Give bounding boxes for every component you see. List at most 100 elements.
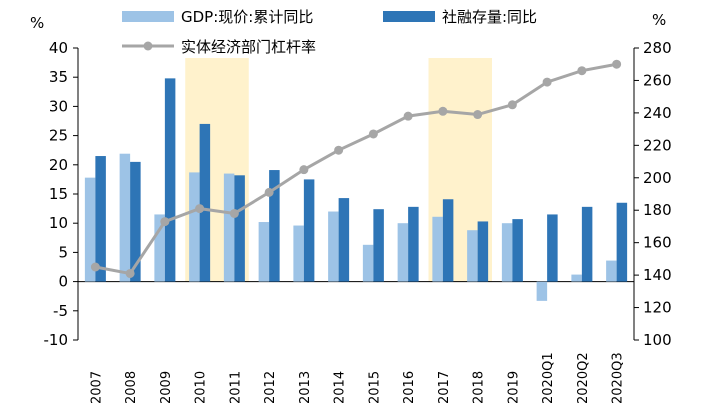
leverage-point-2013: [299, 165, 309, 175]
bar-gdp-2017: [432, 216, 443, 282]
category-label-2013: 2013: [298, 371, 313, 404]
left-tick-label: 35: [49, 68, 68, 86]
left-tick-label: -5: [53, 302, 68, 320]
leverage-point-2008: [125, 268, 135, 278]
bar-social-financing-2020Q2: [581, 206, 593, 282]
leverage-point-2014: [334, 145, 344, 155]
leverage-point-2020Q1: [542, 77, 552, 87]
left-tick-label: 25: [49, 127, 68, 145]
category-label-2014: 2014: [333, 371, 348, 404]
category-label-2019: 2019: [506, 371, 521, 404]
category-label-2020Q3: 2020Q3: [611, 352, 626, 404]
leverage-point-2015: [368, 129, 378, 139]
leverage-point-2009: [160, 217, 170, 227]
leverage-point-2020Q2: [577, 66, 587, 76]
leverage-point-2010: [195, 204, 205, 214]
category-label-2011: 2011: [228, 371, 243, 404]
leverage-point-2017: [438, 106, 448, 116]
category-label-2010: 2010: [194, 371, 209, 404]
bar-social-financing-2020Q1: [547, 214, 558, 282]
right-tick-label: 120: [643, 299, 672, 317]
bar-social-financing-2019: [512, 219, 523, 282]
leverage-line: [90, 59, 622, 278]
category-labels: 2007 2008 2009 2010 2011 2012 2013 2014 2015 2016…: [89, 352, 625, 404]
bar-social-financing-2011: [234, 175, 245, 282]
legend-swatch-gdp: [122, 11, 174, 22]
left-tick-label: 20: [49, 156, 68, 174]
category-label-2007: 2007: [89, 371, 104, 404]
legend-label-leverage: 实体经济部门杠杆率: [181, 38, 316, 56]
bar-social-financing-2007: [95, 156, 106, 282]
category-label-2020Q2: 2020Q2: [576, 352, 591, 404]
bar-gdp-2008: [119, 153, 131, 282]
left-tick-label: 15: [49, 185, 68, 203]
bar-social-financing-2014: [338, 198, 350, 282]
bar-social-financing-2015: [373, 209, 384, 282]
bar-gdp-2011: [223, 173, 235, 282]
left-tick-label: 40: [49, 39, 68, 57]
bar-gdp-2015: [362, 244, 374, 282]
right-axis-unit: %: [652, 11, 666, 29]
right-tick-label: 180: [643, 201, 672, 219]
bar-gdp-2018: [467, 230, 478, 282]
bar-social-financing-2020Q3: [616, 202, 628, 282]
category-label-2015: 2015: [367, 371, 382, 404]
bar-gdp-2007: [84, 177, 96, 282]
right-tick-label: 240: [643, 104, 672, 122]
category-label-2016: 2016: [402, 371, 417, 404]
left-tick-label: 30: [49, 97, 68, 115]
category-label-2020Q1: 2020Q1: [541, 352, 556, 404]
bar-gdp-2020Q2: [571, 274, 582, 282]
leverage-point-2020Q3: [612, 59, 622, 69]
bar-social-financing-2012: [269, 170, 280, 282]
right-tick-label: 160: [643, 234, 672, 252]
bar-gdp-2013: [293, 225, 304, 282]
category-label-2008: 2008: [124, 371, 139, 404]
bars: [84, 78, 628, 301]
left-tick-label: 0: [58, 273, 68, 291]
right-tick-label: 260: [643, 71, 672, 89]
right-tick-label: 100: [643, 331, 672, 349]
bar-social-financing-2017: [442, 199, 454, 282]
bar-gdp-2012: [258, 222, 270, 282]
bar-gdp-2020Q1: [536, 281, 548, 301]
leverage-point-2011: [229, 208, 239, 218]
left-axis: -10 -5 0 5 10 15 20 25 30 35 40: [44, 39, 634, 349]
bar-social-financing-2013: [303, 179, 315, 282]
bar-gdp-2020Q3: [606, 260, 617, 282]
right-tick-label: 280: [643, 39, 672, 57]
right-tick-label: 220: [643, 136, 672, 154]
right-axis: 100 120 140 160 180 200 220 240 260 280: [633, 39, 672, 349]
bar-gdp-2010: [189, 172, 200, 282]
category-label-2017: 2017: [437, 371, 452, 404]
left-tick-label: -10: [44, 331, 69, 349]
category-label-2012: 2012: [263, 371, 278, 404]
leverage-point-2012: [264, 187, 274, 197]
right-tick-label: 140: [643, 266, 672, 284]
right-tick-label: 200: [643, 169, 672, 187]
legend-label-gdp: GDP:现价:累计同比: [181, 8, 313, 26]
left-tick-label: 5: [58, 243, 68, 261]
legend-marker-leverage: [143, 41, 153, 51]
left-tick-label: 10: [49, 214, 68, 232]
bar-social-financing-2009: [164, 78, 176, 282]
category-label-2009: 2009: [159, 371, 174, 404]
leverage-line-path: [95, 62, 617, 276]
legend: GDP:现价:累计同比 社融存量:同比 实体经济部门杠杆率: [122, 8, 537, 56]
bar-gdp-2009: [154, 214, 165, 282]
left-axis-unit: %: [30, 14, 44, 32]
bar-social-financing-2010: [199, 123, 211, 282]
bar-social-financing-2018: [477, 221, 489, 282]
leverage-point-2019: [507, 100, 517, 110]
bar-social-financing-2008: [130, 161, 141, 282]
legend-swatch-social-financing: [383, 11, 435, 22]
bar-social-financing-2016: [408, 206, 419, 282]
bar-gdp-2014: [328, 211, 339, 282]
legend-label-social-financing: 社融存量:同比: [442, 8, 537, 26]
leverage-point-2016: [403, 111, 413, 121]
leverage-point-2007: [90, 262, 100, 272]
leverage-point-2018: [473, 110, 483, 120]
category-label-2018: 2018: [472, 371, 487, 404]
bar-gdp-2019: [501, 223, 513, 282]
